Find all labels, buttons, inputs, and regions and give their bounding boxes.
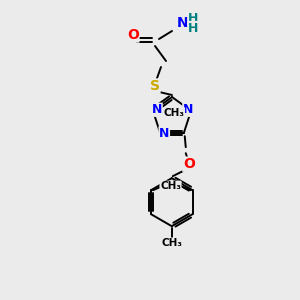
Text: CH₃: CH₃ (160, 181, 181, 191)
Text: H: H (188, 22, 198, 34)
Text: O: O (183, 157, 195, 171)
Text: H: H (188, 11, 198, 25)
Text: N: N (183, 103, 193, 116)
Text: CH₃: CH₃ (161, 238, 182, 248)
Text: N: N (152, 103, 162, 116)
Text: CH₃: CH₃ (164, 108, 184, 118)
Text: N: N (159, 127, 169, 140)
Text: N: N (177, 16, 189, 30)
Text: S: S (150, 79, 160, 93)
Text: O: O (127, 28, 139, 42)
